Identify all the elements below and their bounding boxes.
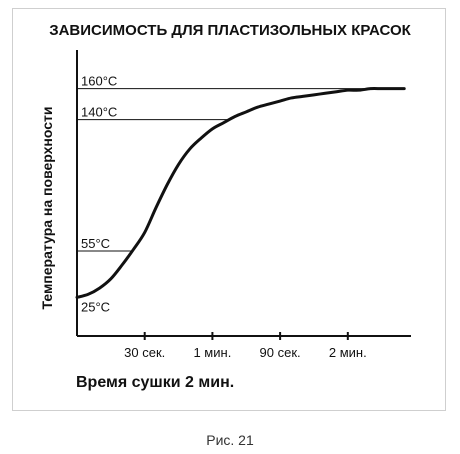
reference-label-25: 25°C	[81, 299, 110, 314]
x-axis-label: Время сушки 2 мин.	[76, 374, 234, 391]
chart-title: ЗАВИСИМОСТЬ ДЛЯ ПЛАСТИЗОЛЬНЫХ КРАСОК	[49, 22, 411, 39]
figure-frame	[12, 8, 446, 411]
reference-label-160: 160°C	[81, 74, 117, 89]
x-tick-label-30: 30 сек.	[124, 345, 165, 360]
temperature-curve	[75, 87, 406, 299]
plot-area: 160°C 140°C 55°C 25°C 30 сек. 1 мин. 90 сек. 2 …	[75, 50, 411, 360]
reference-label-140: 140°C	[81, 105, 117, 120]
x-tick-label-60: 1 мин.	[193, 345, 231, 360]
figure-caption: Рис. 21	[206, 432, 254, 448]
y-axis-label: Температура на поверхности	[39, 107, 55, 310]
x-tick-label-120: 2 мин.	[329, 345, 367, 360]
x-tick-label-90: 90 сек.	[260, 345, 301, 360]
reference-label-55: 55°C	[81, 236, 110, 251]
